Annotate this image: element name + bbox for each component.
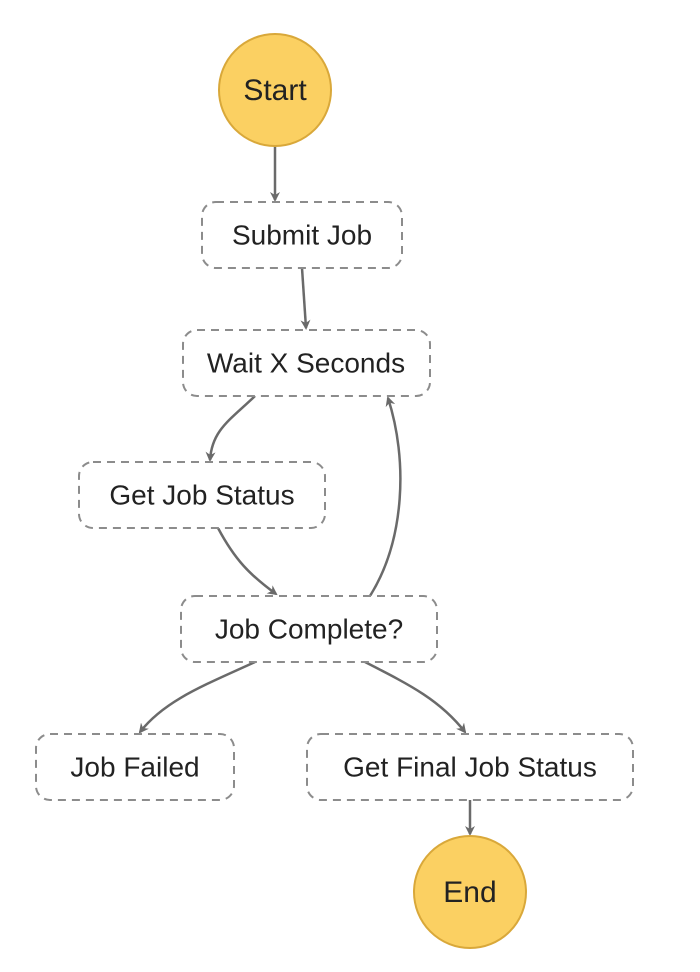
edge-wait-getstatus [210,396,255,460]
node-end: End [414,836,526,948]
node-end-label: End [443,876,496,909]
node-failed: Job Failed [36,734,234,800]
edge-complete-wait [370,398,400,596]
edge-complete-final [365,662,465,732]
edge-submit-wait [302,268,306,328]
node-wait-label: Wait X Seconds [207,347,405,378]
node-getstatus: Get Job Status [79,462,325,528]
node-failed-label: Job Failed [70,751,199,782]
node-start-label: Start [243,74,307,107]
node-complete: Job Complete? [181,596,437,662]
edge-getstatus-complete [218,528,276,594]
edge-complete-failed [140,662,255,732]
node-getstatus-label: Get Job Status [109,479,294,510]
node-submit-label: Submit Job [232,219,372,250]
node-final: Get Final Job Status [307,734,633,800]
node-final-label: Get Final Job Status [343,751,597,782]
node-complete-label: Job Complete? [215,613,403,644]
flowchart-canvas: Start Submit Job Wait X Seconds Get Job … [0,0,700,972]
node-submit: Submit Job [202,202,402,268]
node-start: Start [219,34,331,146]
node-wait: Wait X Seconds [183,330,430,396]
